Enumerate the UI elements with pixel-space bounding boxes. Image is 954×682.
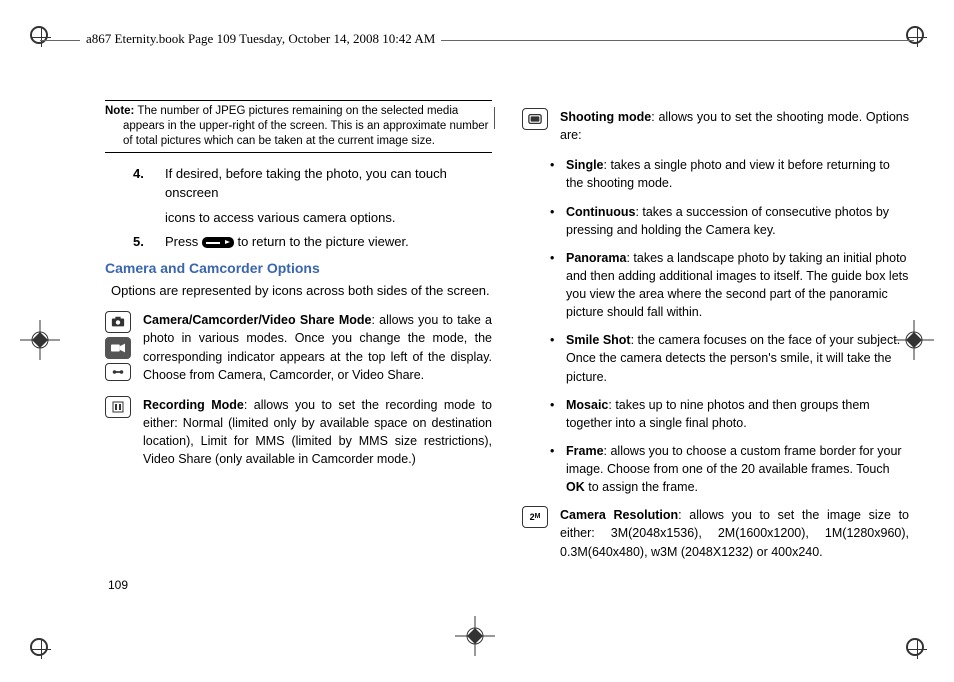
bullet-frame: • Frame: allows you to choose a custom f…	[550, 442, 909, 496]
left-column: Note: The number of JPEG pictures remain…	[105, 100, 492, 602]
crop-mark-icon	[30, 26, 48, 44]
option-camera-mode: Camera/Camcorder/Video Share Mode: allow…	[105, 311, 492, 384]
registration-mark-icon	[455, 616, 495, 656]
registration-mark-icon	[20, 320, 60, 360]
bullet-panorama: • Panorama: takes a landscape photo by t…	[550, 249, 909, 322]
crop-mark-icon	[30, 638, 48, 656]
option-lead: Camera Resolution	[560, 508, 678, 522]
step-number: 5.	[133, 233, 151, 252]
return-key-icon	[202, 237, 234, 248]
option-lead: Shooting mode	[560, 110, 651, 124]
option-lead: Recording Mode	[143, 398, 244, 412]
step-text-line: If desired, before taking the photo, you…	[165, 165, 492, 203]
step-text-part: Press	[165, 234, 202, 249]
option-recording-mode: Recording Mode: allows you to set the re…	[105, 396, 492, 469]
bullet-continuous: • Continuous: takes a succession of cons…	[550, 203, 909, 239]
camcorder-icon	[105, 337, 131, 359]
bullet-mosaic: • Mosaic: takes up to nine photos and th…	[550, 396, 909, 432]
section-heading: Camera and Camcorder Options	[105, 258, 492, 278]
recording-icon	[105, 396, 131, 418]
step-text-part: to return to the picture viewer.	[237, 234, 408, 249]
camera-icon	[105, 311, 131, 333]
crop-mark-icon	[906, 26, 924, 44]
crop-mark-icon	[906, 638, 924, 656]
option-camera-resolution: 2M Camera Resolution: allows you to set …	[522, 506, 909, 560]
note-text: The number of JPEG pictures remaining on…	[123, 105, 488, 147]
step-5: 5. Press to return to the picture viewer…	[133, 233, 492, 252]
videoshare-icon	[105, 363, 131, 381]
step-number: 4.	[133, 165, 151, 228]
note-label: Note:	[105, 105, 134, 117]
page-columns: Note: The number of JPEG pictures remain…	[105, 100, 909, 602]
page-number: 109	[108, 577, 128, 594]
resolution-2m-icon: 2M	[522, 506, 548, 528]
document-header: a867 Eternity.book Page 109 Tuesday, Oct…	[80, 30, 441, 49]
option-lead: Camera/Camcorder/Video Share Mode	[143, 313, 371, 327]
shooting-mode-icon	[522, 108, 548, 130]
step-text-line: icons to access various camera options.	[165, 209, 492, 228]
bullet-single: • Single: takes a single photo and view …	[550, 156, 909, 192]
step-4: 4. If desired, before taking the photo, …	[133, 165, 492, 228]
note-block: Note: The number of JPEG pictures remain…	[105, 100, 492, 153]
section-intro: Options are represented by icons across …	[111, 282, 492, 301]
right-column: Shooting mode: allows you to set the sho…	[522, 100, 909, 602]
option-shooting-mode: Shooting mode: allows you to set the sho…	[522, 108, 909, 144]
bullet-smile-shot: • Smile Shot: the camera focuses on the …	[550, 331, 909, 385]
